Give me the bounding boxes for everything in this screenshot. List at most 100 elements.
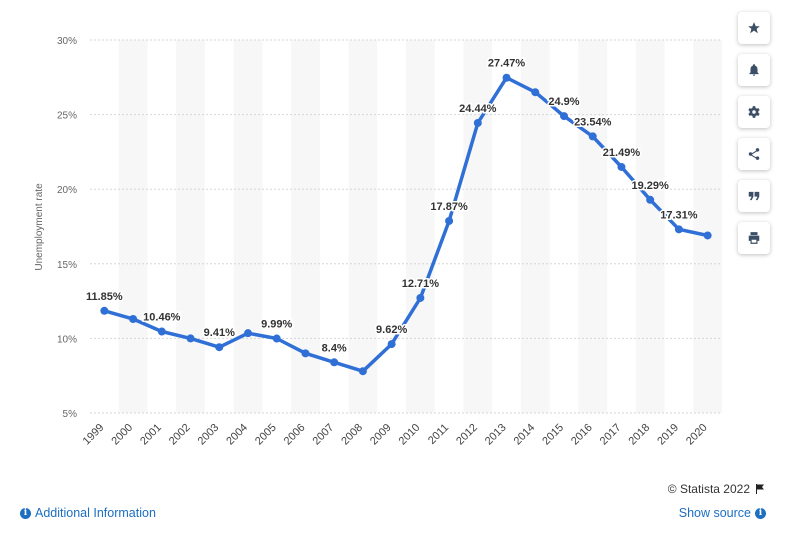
x-tick-label: 1999 bbox=[81, 422, 107, 448]
y-tick-label: 15% bbox=[57, 260, 77, 271]
data-label: 27.47% bbox=[488, 58, 526, 70]
y-tick-label: 30% bbox=[57, 36, 77, 47]
data-point bbox=[157, 327, 166, 336]
plot-band bbox=[233, 40, 263, 413]
x-tick-label: 2016 bbox=[569, 422, 595, 448]
data-point bbox=[674, 225, 683, 234]
flag-icon bbox=[756, 484, 764, 494]
x-tick-label: 2004 bbox=[224, 422, 250, 448]
x-tick-label: 2019 bbox=[655, 422, 681, 448]
data-label: 12.71% bbox=[402, 278, 440, 290]
data-point bbox=[502, 73, 511, 82]
credit-text: © Statista 2022 bbox=[667, 482, 750, 496]
y-tick-label: 5% bbox=[63, 409, 78, 420]
plot-bands bbox=[118, 40, 722, 413]
print-icon bbox=[748, 232, 760, 244]
plot-band bbox=[578, 40, 608, 413]
info-icon: i bbox=[755, 507, 766, 519]
data-point bbox=[445, 216, 454, 225]
cite-button[interactable] bbox=[738, 180, 770, 212]
data-point bbox=[560, 112, 568, 121]
series-line bbox=[102, 75, 710, 373]
data-label: 9.62% bbox=[376, 324, 407, 336]
x-tick-label: 2012 bbox=[454, 422, 480, 448]
x-tick-label: 2011 bbox=[426, 422, 451, 447]
x-tick-label: 2009 bbox=[368, 422, 394, 448]
data-point bbox=[186, 334, 195, 343]
data-point bbox=[215, 343, 224, 352]
star-icon bbox=[748, 22, 760, 34]
data-label: 9.41% bbox=[204, 327, 235, 339]
data-point bbox=[531, 88, 540, 97]
statista-credit[interactable]: © Statista 2022 bbox=[668, 482, 766, 496]
data-label: 11.85% bbox=[86, 291, 123, 303]
data-point bbox=[272, 334, 281, 343]
data-label: 9.99% bbox=[261, 319, 292, 331]
x-tick-label: 2020 bbox=[684, 422, 710, 448]
settings-button[interactable] bbox=[738, 96, 770, 128]
data-point bbox=[100, 306, 109, 315]
x-tick-label: 2014 bbox=[512, 422, 538, 448]
plot-band bbox=[406, 40, 435, 413]
y-tick-label: 20% bbox=[57, 185, 77, 196]
data-point bbox=[473, 118, 482, 127]
x-tick-label: 2010 bbox=[397, 422, 423, 448]
data-label: 17.87% bbox=[430, 201, 468, 213]
data-label: 24.44% bbox=[459, 103, 497, 115]
plot-band bbox=[463, 40, 493, 413]
x-tick-label: 2008 bbox=[339, 422, 365, 448]
plot-band bbox=[176, 40, 205, 413]
x-tick-label: 2015 bbox=[540, 422, 566, 448]
additional-information-link[interactable]: i Additional Information bbox=[20, 506, 156, 520]
toolbar bbox=[738, 12, 772, 264]
data-point bbox=[330, 358, 339, 367]
plot-band bbox=[348, 40, 378, 413]
notification-button[interactable] bbox=[738, 54, 770, 86]
data-point bbox=[646, 195, 655, 204]
data-label: 17.31% bbox=[660, 209, 698, 221]
favorite-button[interactable] bbox=[738, 12, 770, 44]
data-point bbox=[358, 367, 367, 376]
data-point bbox=[588, 132, 597, 141]
gear-icon bbox=[748, 106, 760, 118]
x-tick-label: 2006 bbox=[282, 422, 308, 448]
plot-band bbox=[693, 40, 722, 413]
quote-icon bbox=[748, 191, 760, 201]
x-tick-label: 2018 bbox=[627, 422, 653, 448]
bell-icon bbox=[749, 64, 759, 76]
share-icon bbox=[748, 148, 760, 160]
data-point bbox=[301, 349, 310, 358]
data-label: 23.54% bbox=[574, 116, 612, 128]
data-point bbox=[416, 293, 425, 302]
x-tick-label: 2001 bbox=[138, 422, 164, 448]
y-axis-ticks: 5% 10% 15% 20% 25% 30% bbox=[57, 36, 77, 420]
data-label: 8.4% bbox=[322, 342, 347, 354]
x-tick-label: 2017 bbox=[598, 422, 624, 448]
data-point bbox=[129, 315, 138, 324]
share-button[interactable] bbox=[738, 138, 770, 170]
data-points bbox=[100, 73, 712, 376]
x-tick-label: 2005 bbox=[253, 422, 279, 448]
data-label: 19.29% bbox=[632, 180, 670, 192]
print-button[interactable] bbox=[738, 222, 770, 254]
plot-band bbox=[118, 40, 148, 413]
x-tick-label: 2007 bbox=[311, 422, 337, 448]
data-label: 21.49% bbox=[603, 147, 641, 159]
data-labels: 11.85% 10.46% 9.41% 9.99% 8.4% 9.62% 12.71% 17.… bbox=[85, 56, 700, 356]
data-label: 10.46% bbox=[143, 312, 181, 324]
show-source-label: Show source bbox=[678, 506, 751, 520]
x-axis-ticks: 1999 2000 2001 2002 2003 2004 2005 2006 2007 2008… bbox=[81, 422, 710, 448]
data-point bbox=[703, 231, 712, 240]
y-tick-label: 10% bbox=[57, 334, 77, 345]
x-tick-label: 2000 bbox=[109, 422, 135, 448]
info-icon: i bbox=[20, 507, 31, 519]
y-tick-label: 25% bbox=[57, 111, 77, 122]
data-label: 24.9% bbox=[548, 96, 579, 108]
show-source-link[interactable]: Show source i bbox=[679, 506, 766, 520]
x-tick-label: 2002 bbox=[167, 422, 193, 448]
x-tick-label: 2013 bbox=[483, 422, 509, 448]
data-point bbox=[617, 162, 626, 171]
y-axis-label: Unemployment rate bbox=[34, 183, 45, 271]
additional-information-label: Additional Information bbox=[35, 506, 156, 520]
